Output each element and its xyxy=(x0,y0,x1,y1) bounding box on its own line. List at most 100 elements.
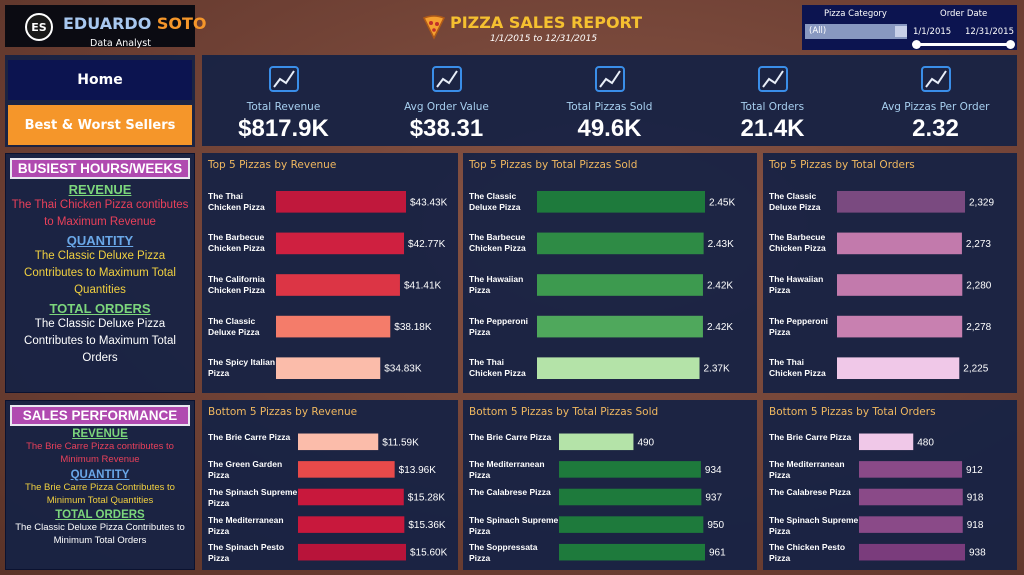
insight-text: The Brie Carre Pizza contributes to Mini… xyxy=(26,441,174,466)
kpi-label: Total Revenue xyxy=(246,101,321,113)
kpi-label: Avg Order Value xyxy=(404,101,489,113)
insight-text: The Classic Deluxe Pizza Contributes to … xyxy=(24,318,176,364)
icon-shape xyxy=(268,66,299,92)
kpi-icon xyxy=(431,66,462,92)
bar xyxy=(298,461,395,478)
insight-panel: BUSIEST HOURS/WEEKS REVENUE The Thai Chick… xyxy=(5,153,195,393)
pizza-icon xyxy=(422,15,446,40)
value-label: 2,273 xyxy=(966,239,991,250)
category-label: The Barbecue Chicken Pizza xyxy=(769,232,826,254)
bar xyxy=(559,488,702,506)
bar xyxy=(276,190,406,213)
category-label: The Thai Chicken Pizza xyxy=(208,190,265,212)
bar xyxy=(837,274,963,296)
value-label: $15.36K xyxy=(408,520,446,531)
value-label: 961 xyxy=(709,548,726,559)
date-end[interactable]: 12/31/2015 xyxy=(965,27,1014,37)
category-label: The Barbecue Chicken Pizza xyxy=(469,232,526,254)
category-label: The Brie Carre Pizza xyxy=(469,431,552,442)
insight-text: The Classic Deluxe Pizza Contributes to … xyxy=(15,522,185,547)
value-label: 2,280 xyxy=(966,281,991,292)
value-label: $34.83K xyxy=(384,364,422,375)
category-label: The Spinach Pesto Pizza xyxy=(208,542,285,564)
value-label: 2.45K xyxy=(709,197,735,208)
insight-heading: TOTAL ORDERS xyxy=(49,301,151,317)
bar xyxy=(298,488,404,506)
chart: 480 912 918 918 938 xyxy=(859,433,986,561)
kpi-card: Total Pizzas Sold 49.6K xyxy=(528,55,691,146)
chart-panel: 2,329 2,273 2,280 2,278 2,225 Top 5 Pizzas by… xyxy=(763,153,1017,393)
kpi-label: Total Orders xyxy=(740,101,805,113)
value-label: $15.60K xyxy=(410,548,448,559)
kpi-value: 49.6K xyxy=(577,115,642,142)
date-slider[interactable] xyxy=(915,43,1011,46)
kpi-value: 2.32 xyxy=(912,115,959,142)
bar xyxy=(276,357,381,380)
bar xyxy=(559,543,705,561)
bar xyxy=(837,232,962,255)
insight-heading: TOTAL ORDERS xyxy=(55,509,145,522)
chart: $43.43K $42.77K $41.41K $38.18K $34.83K xyxy=(276,190,448,380)
category-label: The Classic Deluxe Pizza xyxy=(469,190,521,212)
category-label: The Thai Chicken Pizza xyxy=(769,357,826,379)
category-dropdown[interactable]: (All) xyxy=(805,24,907,39)
kpi-value: 21.4K xyxy=(740,115,805,142)
value-label: 918 xyxy=(967,493,984,504)
category-label: The Calabrese Pizza xyxy=(469,487,551,497)
icon-shape xyxy=(920,66,951,92)
bar xyxy=(537,315,703,338)
slider-handle[interactable] xyxy=(1006,40,1015,49)
bar xyxy=(859,516,963,533)
value-label: $41.41K xyxy=(404,281,442,292)
value-label: 2.42K xyxy=(707,322,733,333)
bar xyxy=(537,274,703,296)
date-start[interactable]: 1/1/2015 xyxy=(913,27,952,37)
category-label: The Spinach Supreme Pizza xyxy=(769,514,859,536)
category-label: The Classic Deluxe Pizza xyxy=(208,315,260,337)
chart-title: Bottom 5 Pizzas by Revenue xyxy=(208,406,358,418)
kpi-card: Avg Pizzas Per Order 2.32 xyxy=(854,55,1017,146)
category-label: The Brie Carre Pizza xyxy=(208,431,291,442)
category-label: The Chicken Pesto Pizza xyxy=(769,542,846,564)
nav-button[interactable]: Best & Worst Sellers xyxy=(8,105,192,145)
dropdown-arrow[interactable] xyxy=(895,26,907,37)
category-label: The Classic Deluxe Pizza xyxy=(769,190,821,212)
category-label: The Thai Chicken Pizza xyxy=(469,357,526,379)
slider-handle[interactable] xyxy=(912,40,921,49)
kpi-row: Total Revenue $817.9K Avg Order Value $38.3… xyxy=(202,55,1017,146)
insight-heading: QUANTITY xyxy=(70,468,130,481)
kpi-icon xyxy=(920,66,951,92)
last-name: SOTO xyxy=(156,14,207,33)
bar xyxy=(537,232,704,255)
bar xyxy=(859,461,963,478)
icon-shape xyxy=(435,70,458,88)
chart: 2,329 2,273 2,280 2,278 2,225 xyxy=(837,190,994,380)
kpi-label: Total Pizzas Sold xyxy=(566,101,653,113)
insight-text: The Thai Chicken Pizza contibutes to Max… xyxy=(11,199,189,228)
first-name: EDUARDO xyxy=(63,14,152,33)
report-title: PIZZA SALES REPORT xyxy=(450,13,643,32)
insight-text: The Brie Carre Pizza Contributes to Mini… xyxy=(25,481,175,506)
nav-button[interactable]: Home xyxy=(8,60,192,100)
insight-title: BUSIEST HOURS/WEEKS xyxy=(10,158,190,179)
icon-shape xyxy=(757,66,788,92)
category-label: The Mediterranean Pizza xyxy=(208,514,284,536)
value-label: 2,329 xyxy=(969,197,994,208)
insight-heading: REVENUE xyxy=(72,428,128,440)
kpi-label: Avg Pizzas Per Order xyxy=(881,101,990,113)
insight-title: SALES PERFORMANCE xyxy=(10,405,190,426)
value-label: 490 xyxy=(637,437,654,448)
category-label: The Mediterranean Pizza xyxy=(769,459,845,481)
category-label: The Calabrese Pizza xyxy=(769,487,851,497)
filter-label: Order Date xyxy=(940,9,988,19)
chart-panel: 490 934 937 950 961 Bottom 5 Pizzas by Total … xyxy=(463,400,757,570)
category-label: The Spicy Italian Pizza xyxy=(208,357,276,379)
bar xyxy=(276,232,405,255)
value-label: $43.43K xyxy=(410,197,448,208)
icon-shape xyxy=(594,66,625,92)
kpi-icon xyxy=(757,66,788,92)
date-range: 1/1/2015 to 12/31/2015 xyxy=(490,34,598,44)
icon-shape xyxy=(272,70,295,88)
icon-shape xyxy=(598,70,621,88)
